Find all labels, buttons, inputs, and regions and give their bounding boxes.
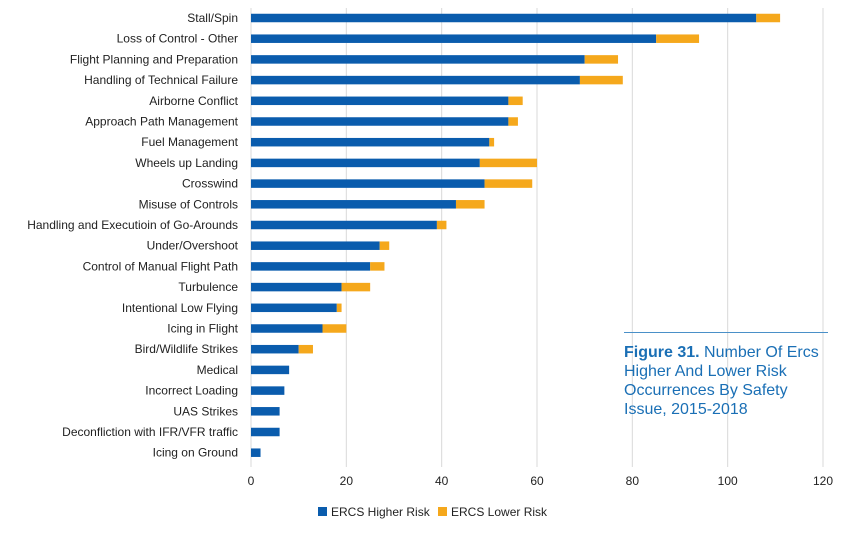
bar-segment bbox=[251, 448, 261, 457]
category-label: Approach Path Management bbox=[85, 115, 238, 129]
bar-segment bbox=[251, 75, 580, 85]
bar-segment bbox=[251, 158, 480, 168]
bar-segment bbox=[322, 324, 347, 333]
category-labels: Stall/Spin Loss of Control - Other Flight … bbox=[27, 11, 238, 460]
bar-segment bbox=[251, 427, 280, 437]
category-label: Deconfliction with IFR/VFR traffic bbox=[62, 425, 238, 439]
category-label: Icing on Ground bbox=[153, 446, 238, 460]
bar-segment bbox=[341, 282, 371, 292]
bar-segment bbox=[379, 241, 390, 250]
bar-segment bbox=[251, 55, 585, 64]
x-tick-label: 0 bbox=[248, 474, 255, 488]
bar-segment bbox=[298, 344, 313, 354]
bar-segment bbox=[579, 75, 623, 85]
bar-segment bbox=[508, 117, 518, 126]
bar-segment bbox=[251, 365, 290, 375]
bar-segment bbox=[251, 324, 323, 333]
bar-segment bbox=[251, 200, 456, 209]
category-label: Handling and Executioin of Go-Arounds bbox=[27, 218, 238, 232]
bars bbox=[251, 13, 781, 457]
x-tick-label: 80 bbox=[626, 474, 640, 488]
legend: ERCS Higher Risk ERCS Lower Risk bbox=[318, 505, 548, 519]
figure-caption: Figure 31. Number Of Ercs Higher And Low… bbox=[624, 332, 828, 419]
bar-segment bbox=[251, 96, 509, 106]
bar-segment bbox=[251, 344, 299, 354]
bar-segment bbox=[251, 407, 280, 416]
category-label: Icing in Flight bbox=[167, 322, 238, 336]
category-label: Under/Overshoot bbox=[147, 239, 239, 253]
bar-segment bbox=[479, 158, 537, 168]
category-label: Incorrect Loading bbox=[145, 384, 238, 398]
category-label: Medical bbox=[197, 363, 238, 377]
gridlines bbox=[250, 8, 824, 467]
category-label: Loss of Control - Other bbox=[117, 32, 238, 46]
bar-segment bbox=[336, 303, 342, 313]
category-label: Crosswind bbox=[182, 177, 238, 191]
category-label: Bird/Wildlife Strikes bbox=[135, 342, 238, 356]
bar-segment bbox=[251, 262, 371, 271]
x-tick-labels: 0 20 40 60 80 100 120 bbox=[248, 474, 834, 488]
category-label: Stall/Spin bbox=[187, 11, 238, 25]
x-tick-label: 60 bbox=[530, 474, 544, 488]
bar-segment bbox=[251, 282, 342, 292]
legend-swatch bbox=[438, 507, 447, 516]
bar-segment bbox=[508, 96, 523, 106]
category-label: Turbulence bbox=[178, 280, 238, 294]
category-label: Wheels up Landing bbox=[135, 156, 238, 170]
bar-segment bbox=[251, 220, 437, 230]
x-tick-label: 20 bbox=[340, 474, 354, 488]
figure-title: Number Of Ercs Higher And Lower Risk Occ… bbox=[624, 344, 819, 418]
bar-segment bbox=[489, 137, 495, 147]
bar-segment bbox=[484, 179, 533, 188]
bar-segment bbox=[251, 34, 657, 43]
category-label: Airborne Conflict bbox=[149, 94, 238, 108]
bar-segment bbox=[251, 241, 380, 250]
bar-segment bbox=[251, 13, 757, 23]
category-label: UAS Strikes bbox=[173, 404, 238, 418]
legend-swatch bbox=[318, 507, 327, 516]
category-label: Misuse of Controls bbox=[139, 197, 238, 211]
bar-segment bbox=[370, 262, 385, 271]
legend-label: ERCS Higher Risk bbox=[331, 505, 431, 519]
bar-segment bbox=[251, 303, 337, 313]
bar-segment bbox=[251, 117, 509, 126]
bar-segment bbox=[251, 179, 485, 188]
x-tick-label: 100 bbox=[718, 474, 738, 488]
category-label: Control of Manual Flight Path bbox=[83, 259, 238, 273]
bar-segment bbox=[436, 220, 447, 230]
bar-segment bbox=[251, 386, 285, 395]
legend-label: ERCS Lower Risk bbox=[451, 505, 548, 519]
bar-segment bbox=[251, 137, 490, 147]
bar-segment bbox=[756, 13, 781, 23]
category-label: Flight Planning and Preparation bbox=[70, 52, 238, 66]
category-label: Intentional Low Flying bbox=[122, 301, 238, 315]
bar-segment bbox=[455, 200, 485, 209]
x-tick-label: 120 bbox=[813, 474, 833, 488]
bar-segment bbox=[656, 34, 700, 43]
bar-segment bbox=[584, 55, 619, 64]
figure-number: Figure 31. bbox=[624, 344, 700, 361]
category-label: Fuel Management bbox=[141, 135, 238, 149]
category-label: Handling of Technical Failure bbox=[84, 73, 238, 87]
x-tick-label: 40 bbox=[435, 474, 449, 488]
